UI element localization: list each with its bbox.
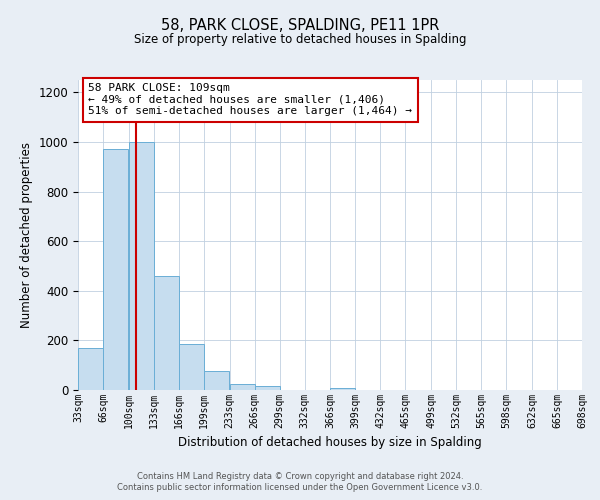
Text: Contains HM Land Registry data © Crown copyright and database right 2024.: Contains HM Land Registry data © Crown c… <box>137 472 463 481</box>
Text: Contains public sector information licensed under the Open Government Licence v3: Contains public sector information licen… <box>118 484 482 492</box>
Y-axis label: Number of detached properties: Number of detached properties <box>20 142 33 328</box>
Bar <box>129 142 154 390</box>
Bar <box>78 348 103 390</box>
Text: Size of property relative to detached houses in Spalding: Size of property relative to detached ho… <box>134 32 466 46</box>
Bar <box>179 344 204 390</box>
Bar <box>230 384 254 390</box>
Bar <box>331 388 355 390</box>
Bar <box>103 150 128 390</box>
X-axis label: Distribution of detached houses by size in Spalding: Distribution of detached houses by size … <box>178 436 482 450</box>
Text: 58 PARK CLOSE: 109sqm
← 49% of detached houses are smaller (1,406)
51% of semi-d: 58 PARK CLOSE: 109sqm ← 49% of detached … <box>88 83 412 116</box>
Bar <box>204 372 229 390</box>
Bar <box>254 386 280 390</box>
Bar <box>154 276 179 390</box>
Text: 58, PARK CLOSE, SPALDING, PE11 1PR: 58, PARK CLOSE, SPALDING, PE11 1PR <box>161 18 439 32</box>
